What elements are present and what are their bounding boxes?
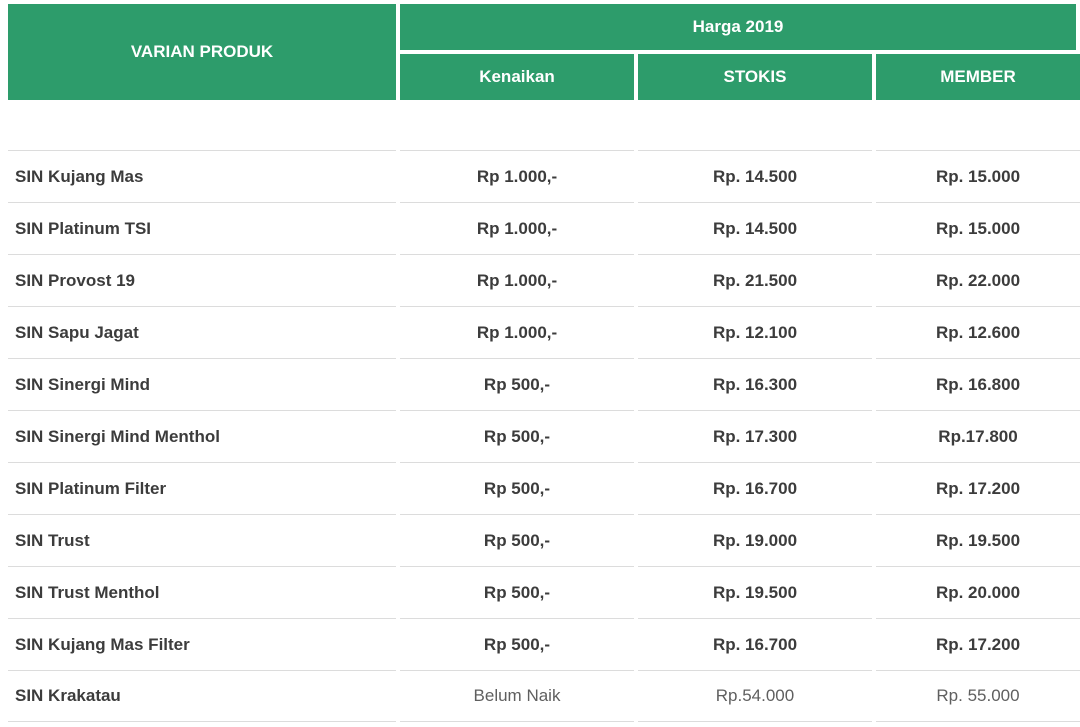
stokis-value: Rp. 16.300 [638,358,872,410]
product-name: SIN Sinergi Mind [8,358,396,410]
member-value: Rp. 16.800 [876,358,1080,410]
table-header: VARIAN PRODUK Harga 2019 Kenaikan STOKIS… [8,4,1080,100]
product-name: SIN Platinum TSI [8,202,396,254]
member-value: Rp. 55.000 [876,670,1080,722]
member-value: Rp. 17.200 [876,618,1080,670]
table-row: SIN Kujang Mas Rp 1.000,- Rp. 14.500 Rp.… [8,150,1080,202]
header-harga-group: Harga 2019 Kenaikan STOKIS MEMBER [400,4,1080,100]
spacer-row [0,100,1080,150]
stokis-value: Rp. 16.700 [638,618,872,670]
kenaikan-value: Belum Naik [400,670,634,722]
product-name: SIN Sapu Jagat [8,306,396,358]
kenaikan-value: Rp 1.000,- [400,306,634,358]
member-value: Rp. 15.000 [876,150,1080,202]
member-value: Rp. 12.600 [876,306,1080,358]
header-member: MEMBER [876,54,1080,100]
header-harga-2019: Harga 2019 [400,4,1076,50]
table-row: SIN Kujang Mas Filter Rp 500,- Rp. 16.70… [8,618,1080,670]
member-value: Rp.17.800 [876,410,1080,462]
product-name: SIN Sinergi Mind Menthol [8,410,396,462]
table-row: SIN Krakatau Belum Naik Rp.54.000 Rp. 55… [8,670,1080,722]
header-varian-produk: VARIAN PRODUK [8,4,396,100]
kenaikan-value: Rp 1.000,- [400,254,634,306]
stokis-value: Rp. 14.500 [638,150,872,202]
stokis-value: Rp. 12.100 [638,306,872,358]
kenaikan-value: Rp 1.000,- [400,150,634,202]
stokis-value: Rp. 16.700 [638,462,872,514]
member-value: Rp. 19.500 [876,514,1080,566]
product-name: SIN Trust Menthol [8,566,396,618]
kenaikan-value: Rp 500,- [400,618,634,670]
table-row: SIN Trust Menthol Rp 500,- Rp. 19.500 Rp… [8,566,1080,618]
stokis-value: Rp. 19.000 [638,514,872,566]
table-row: SIN Platinum TSI Rp 1.000,- Rp. 14.500 R… [8,202,1080,254]
product-name: SIN Kujang Mas [8,150,396,202]
product-name: SIN Kujang Mas Filter [8,618,396,670]
kenaikan-value: Rp 500,- [400,514,634,566]
member-value: Rp. 15.000 [876,202,1080,254]
stokis-value: Rp. 17.300 [638,410,872,462]
table-row: SIN Sapu Jagat Rp 1.000,- Rp. 12.100 Rp.… [8,306,1080,358]
kenaikan-value: Rp 500,- [400,358,634,410]
kenaikan-value: Rp 500,- [400,566,634,618]
product-name: SIN Trust [8,514,396,566]
kenaikan-value: Rp 1.000,- [400,202,634,254]
table-row: SIN Trust Rp 500,- Rp. 19.000 Rp. 19.500 [8,514,1080,566]
table-row: SIN Provost 19 Rp 1.000,- Rp. 21.500 Rp.… [8,254,1080,306]
table-row: SIN Platinum Filter Rp 500,- Rp. 16.700 … [8,462,1080,514]
product-name: SIN Platinum Filter [8,462,396,514]
table-row: SIN Sinergi Mind Rp 500,- Rp. 16.300 Rp.… [8,358,1080,410]
stokis-value: Rp. 19.500 [638,566,872,618]
table-row: SIN Sinergi Mind Menthol Rp 500,- Rp. 17… [8,410,1080,462]
kenaikan-value: Rp 500,- [400,462,634,514]
product-name: SIN Provost 19 [8,254,396,306]
table-body: SIN Kujang Mas Rp 1.000,- Rp. 14.500 Rp.… [0,150,1080,722]
member-value: Rp. 22.000 [876,254,1080,306]
header-stokis: STOKIS [638,54,872,100]
kenaikan-value: Rp 500,- [400,410,634,462]
member-value: Rp. 20.000 [876,566,1080,618]
header-kenaikan: Kenaikan [400,54,634,100]
stokis-value: Rp.54.000 [638,670,872,722]
product-name: SIN Krakatau [8,670,396,722]
member-value: Rp. 17.200 [876,462,1080,514]
stokis-value: Rp. 14.500 [638,202,872,254]
stokis-value: Rp. 21.500 [638,254,872,306]
header-subrow: Kenaikan STOKIS MEMBER [400,54,1080,100]
